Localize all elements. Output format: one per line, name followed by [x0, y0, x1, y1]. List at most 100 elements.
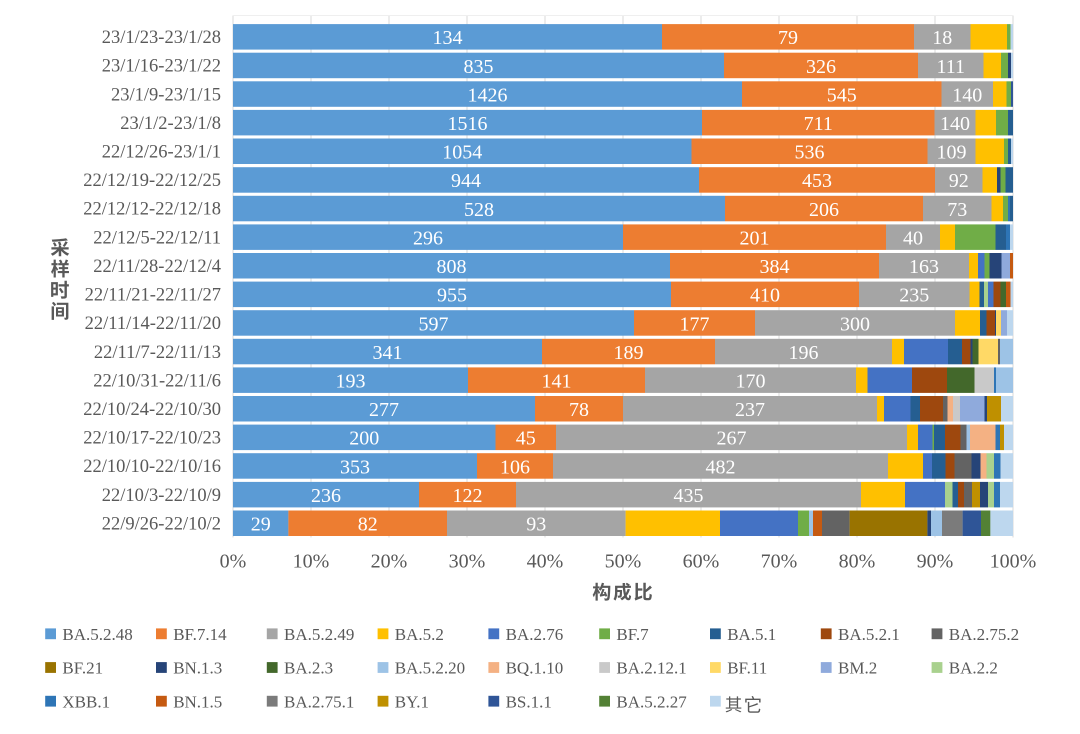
svg-text:711: 711 — [804, 113, 833, 135]
svg-text:23/1/16-23/1/22: 23/1/16-23/1/22 — [102, 57, 221, 77]
svg-text:BM.2: BM.2 — [838, 659, 877, 678]
svg-text:296: 296 — [413, 227, 443, 249]
svg-text:22/12/12-22/12/18: 22/12/12-22/12/18 — [83, 200, 221, 220]
svg-text:18: 18 — [932, 27, 952, 49]
svg-text:70%: 70% — [761, 551, 798, 573]
svg-text:29: 29 — [251, 514, 271, 536]
svg-text:453: 453 — [802, 170, 832, 192]
svg-text:201: 201 — [740, 227, 770, 249]
svg-text:BN.1.3: BN.1.3 — [173, 659, 222, 678]
svg-text:326: 326 — [806, 56, 836, 78]
svg-text:528: 528 — [464, 199, 494, 221]
svg-text:170: 170 — [736, 371, 766, 393]
svg-text:79: 79 — [778, 27, 798, 49]
svg-text:134: 134 — [433, 27, 463, 49]
svg-text:100%: 100% — [990, 551, 1037, 573]
svg-text:50%: 50% — [605, 551, 642, 573]
svg-text:22/11/14-22/11/20: 22/11/14-22/11/20 — [85, 314, 221, 334]
svg-text:111: 111 — [937, 56, 966, 78]
svg-text:BF.7.14: BF.7.14 — [173, 625, 227, 644]
svg-text:BF.11: BF.11 — [727, 659, 767, 678]
svg-text:BA.2.12.1: BA.2.12.1 — [616, 659, 686, 678]
svg-text:435: 435 — [674, 485, 704, 507]
svg-text:1054: 1054 — [442, 142, 482, 164]
svg-text:1426: 1426 — [468, 84, 508, 106]
svg-text:22/12/26-23/1/1: 22/12/26-23/1/1 — [102, 143, 221, 163]
svg-text:597: 597 — [419, 313, 449, 335]
svg-text:835: 835 — [464, 56, 494, 78]
svg-text:BA.5.2: BA.5.2 — [395, 625, 444, 644]
svg-text:341: 341 — [373, 342, 403, 364]
svg-text:353: 353 — [340, 456, 370, 478]
svg-text:73: 73 — [947, 199, 967, 221]
svg-text:22/12/19-22/12/25: 22/12/19-22/12/25 — [83, 171, 221, 191]
svg-text:45: 45 — [516, 428, 536, 450]
svg-text:300: 300 — [840, 313, 870, 335]
svg-text:82: 82 — [358, 514, 378, 536]
svg-text:80%: 80% — [839, 551, 876, 573]
svg-text:384: 384 — [760, 256, 790, 278]
svg-text:BA.2.2: BA.2.2 — [949, 659, 998, 678]
svg-text:140: 140 — [940, 113, 970, 135]
svg-text:XBB.1: XBB.1 — [62, 692, 110, 711]
svg-text:BA.2.76: BA.2.76 — [506, 625, 564, 644]
svg-text:206: 206 — [809, 199, 839, 221]
svg-text:22/11/7-22/11/13: 22/11/7-22/11/13 — [94, 343, 221, 363]
svg-text:40: 40 — [903, 227, 923, 249]
svg-text:22/10/24-22/10/30: 22/10/24-22/10/30 — [83, 400, 221, 420]
svg-text:193: 193 — [336, 371, 366, 393]
svg-text:106: 106 — [500, 456, 530, 478]
svg-text:90%: 90% — [917, 551, 954, 573]
svg-text:22/10/10-22/10/16: 22/10/10-22/10/16 — [83, 457, 221, 477]
svg-text:BA.2.75.2: BA.2.75.2 — [949, 625, 1019, 644]
svg-text:BA.5.2.27: BA.5.2.27 — [616, 692, 687, 711]
svg-text:141: 141 — [542, 371, 572, 393]
svg-text:410: 410 — [750, 285, 780, 307]
svg-text:BQ.1.10: BQ.1.10 — [506, 659, 564, 678]
svg-text:955: 955 — [437, 285, 467, 307]
svg-text:BF.7: BF.7 — [616, 625, 649, 644]
svg-text:22/12/5-22/12/11: 22/12/5-22/12/11 — [93, 228, 221, 248]
svg-text:BA.5.2.1: BA.5.2.1 — [838, 625, 900, 644]
svg-text:536: 536 — [795, 142, 825, 164]
svg-text:92: 92 — [949, 170, 969, 192]
svg-text:1516: 1516 — [448, 113, 488, 135]
svg-text:BA.5.2.48: BA.5.2.48 — [62, 625, 132, 644]
svg-text:BN.1.5: BN.1.5 — [173, 692, 222, 711]
svg-text:10%: 10% — [293, 551, 330, 573]
svg-text:BA.2.3: BA.2.3 — [284, 659, 333, 678]
svg-text:140: 140 — [952, 84, 982, 106]
svg-text:40%: 40% — [527, 551, 564, 573]
svg-text:22/10/17-22/10/23: 22/10/17-22/10/23 — [83, 429, 221, 449]
svg-text:BA.2.75.1: BA.2.75.1 — [284, 692, 354, 711]
svg-text:236: 236 — [311, 485, 341, 507]
svg-text:BA.5.2.49: BA.5.2.49 — [284, 625, 354, 644]
svg-text:60%: 60% — [683, 551, 720, 573]
svg-text:BA.5.2.20: BA.5.2.20 — [395, 659, 465, 678]
svg-text:237: 237 — [735, 399, 765, 421]
svg-text:BY.1: BY.1 — [395, 692, 429, 711]
svg-text:196: 196 — [789, 342, 819, 364]
svg-text:22/11/28-22/12/4: 22/11/28-22/12/4 — [93, 257, 221, 277]
svg-text:20%: 20% — [371, 551, 408, 573]
svg-text:78: 78 — [569, 399, 589, 421]
svg-text:22/9/26-22/10/2: 22/9/26-22/10/2 — [102, 514, 221, 534]
svg-text:944: 944 — [451, 170, 481, 192]
svg-text:277: 277 — [369, 399, 399, 421]
svg-text:23/1/2-23/1/8: 23/1/2-23/1/8 — [120, 114, 221, 134]
svg-text:482: 482 — [706, 456, 736, 478]
svg-text:23/1/9-23/1/15: 23/1/9-23/1/15 — [111, 85, 221, 105]
svg-text:545: 545 — [827, 84, 857, 106]
svg-text:189: 189 — [614, 342, 644, 364]
svg-text:122: 122 — [453, 485, 483, 507]
svg-text:177: 177 — [680, 313, 710, 335]
svg-text:93: 93 — [526, 514, 546, 536]
svg-text:808: 808 — [437, 256, 467, 278]
svg-text:22/10/3-22/10/9: 22/10/3-22/10/9 — [102, 486, 221, 506]
svg-text:0%: 0% — [220, 551, 247, 573]
svg-text:BS.1.1: BS.1.1 — [506, 692, 552, 711]
svg-text:22/11/21-22/11/27: 22/11/21-22/11/27 — [85, 286, 221, 306]
svg-text:267: 267 — [717, 428, 747, 450]
svg-text:22/10/31-22/11/6: 22/10/31-22/11/6 — [93, 371, 221, 391]
svg-text:BF.21: BF.21 — [62, 659, 103, 678]
